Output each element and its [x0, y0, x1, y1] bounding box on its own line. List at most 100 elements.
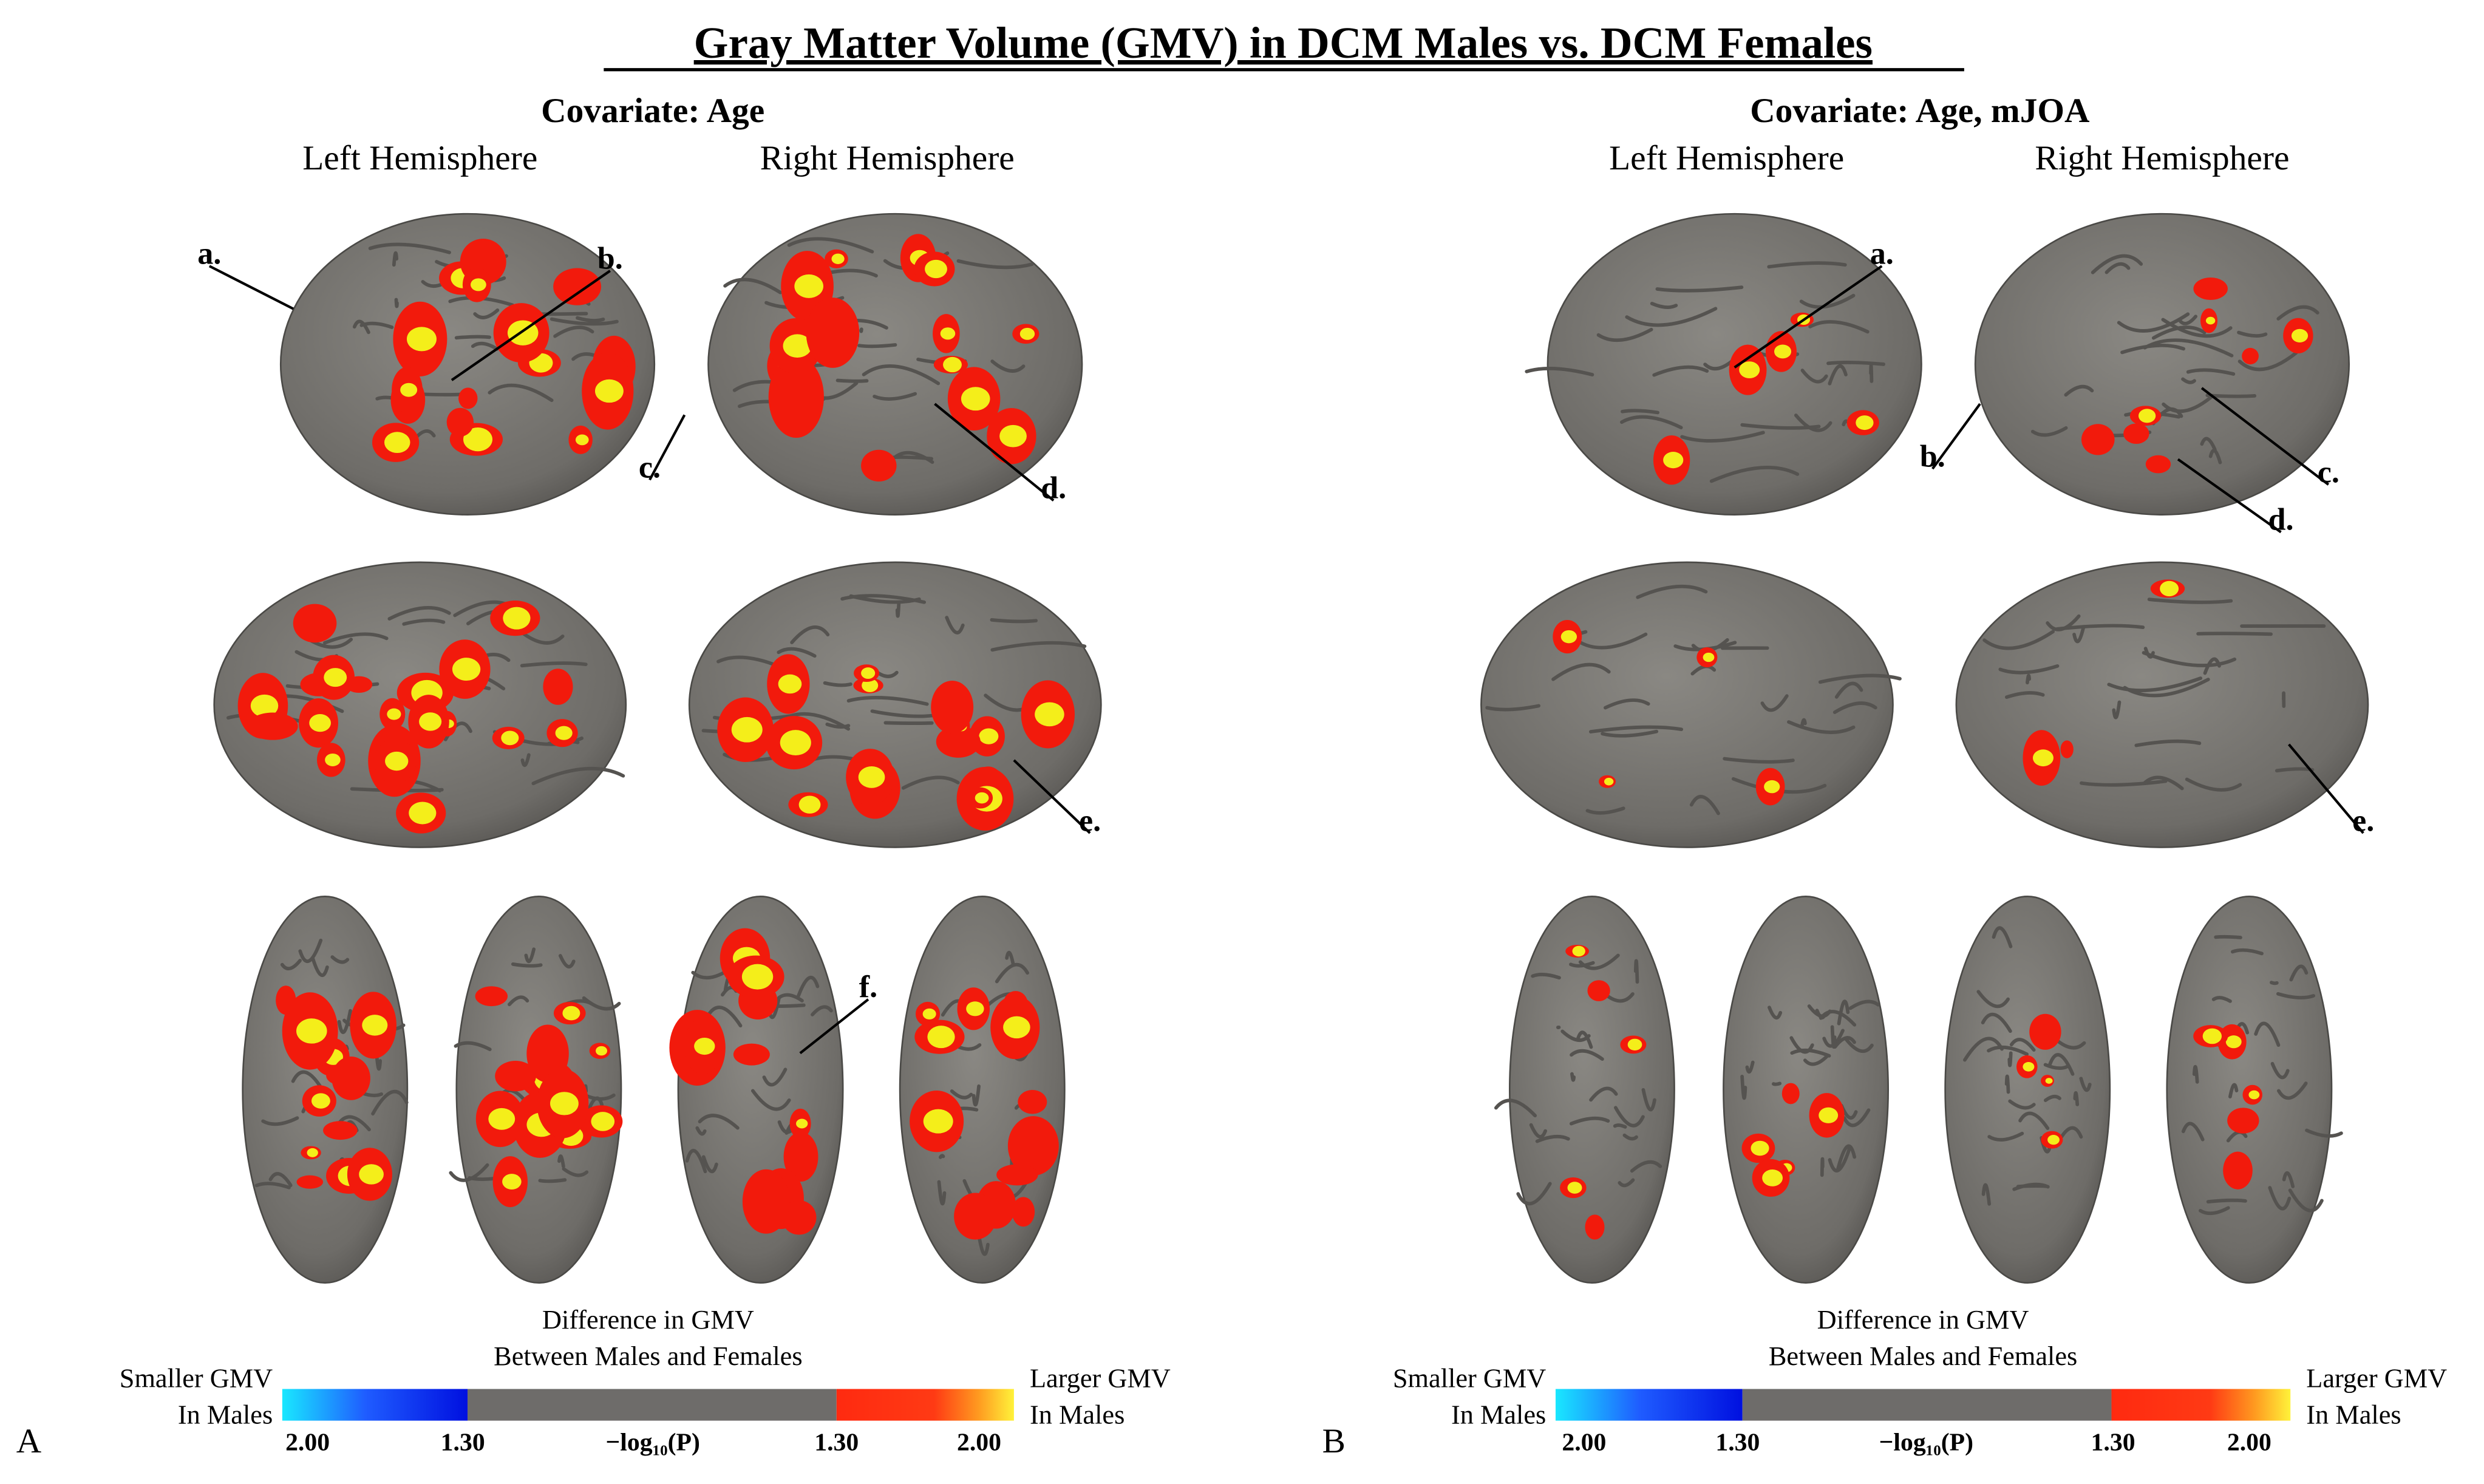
- sulcus: [2181, 1122, 2205, 1142]
- activation-yellow: [1739, 361, 1760, 379]
- sulcus: [2254, 1021, 2281, 1047]
- activation-yellow: [409, 802, 437, 825]
- sulcus: [846, 696, 929, 706]
- activation-yellow: [296, 1018, 327, 1044]
- sulcus: [835, 378, 869, 383]
- activation-yellow: [550, 1092, 579, 1115]
- cortex: [1974, 213, 2350, 516]
- activation-red: [742, 1169, 790, 1234]
- cortex: [1480, 561, 1894, 848]
- sulcus: [2161, 318, 2233, 338]
- sulcus: [1987, 1045, 2029, 1057]
- sulcus: [553, 325, 594, 338]
- activation-red: [293, 604, 337, 643]
- sulcus: [895, 602, 901, 618]
- activation-yellow: [387, 708, 401, 720]
- sulcus: [990, 618, 1038, 624]
- sulcus: [2048, 1053, 2075, 1076]
- activation-red: [781, 1200, 817, 1235]
- annotation-leader: [2288, 743, 2364, 834]
- sulcus: [323, 632, 389, 645]
- colorbar-tick-label: 1.30: [441, 1428, 485, 1456]
- activation-yellow: [1764, 780, 1780, 794]
- sulcus: [1516, 1182, 1552, 1206]
- activation-yellow: [1663, 452, 1684, 469]
- sulcus: [859, 327, 863, 333]
- brain-surface: [688, 561, 1102, 848]
- activation-red: [2193, 277, 2228, 300]
- sulcus: [2043, 1063, 2069, 1070]
- sulcus: [2009, 1038, 2036, 1052]
- sulcus: [2112, 700, 2122, 720]
- sulcus: [1551, 662, 1611, 681]
- sulcus: [1767, 261, 1847, 269]
- cortex: [1723, 896, 1890, 1284]
- activation-red: [475, 986, 508, 1007]
- brain-surface: [1723, 896, 1890, 1284]
- sulcus: [990, 641, 1087, 652]
- activation-yellow: [1572, 945, 1585, 957]
- activation-red: [996, 1164, 1038, 1186]
- sulcus: [2231, 948, 2264, 956]
- sulcus: [2211, 996, 2232, 1003]
- sulcus: [2276, 992, 2316, 999]
- brain-surface: [213, 561, 627, 848]
- activation-red: [332, 1056, 370, 1100]
- colorbar-tick-label: −log₁₀(P): [606, 1428, 700, 1456]
- sulcus: [1650, 302, 1678, 309]
- colorbar-right-label: In Males: [1030, 1400, 1125, 1430]
- sulcus: [1589, 1086, 1618, 1102]
- activation-red: [543, 669, 573, 705]
- sulcus: [1800, 369, 1828, 384]
- activation-red: [768, 356, 824, 438]
- sulcus: [2008, 1099, 2036, 1110]
- activation-yellow: [694, 1037, 715, 1055]
- annotation-leader: [208, 265, 294, 310]
- sulcus: [2177, 315, 2198, 325]
- colorbar-left-label: In Males: [178, 1400, 273, 1430]
- sulcus: [1709, 466, 1800, 483]
- colorbar-title: Between Males and Females: [1769, 1341, 2077, 1371]
- activation-yellow: [406, 327, 437, 352]
- activation-yellow: [419, 712, 442, 731]
- colorbar-right-label: Larger GMV: [2306, 1363, 2447, 1394]
- activation-red: [806, 298, 860, 368]
- sulcus: [2004, 691, 2045, 699]
- activation-yellow: [594, 379, 624, 403]
- sulcus: [2196, 631, 2273, 636]
- activation-yellow: [2160, 580, 2179, 597]
- sulcus: [2275, 767, 2315, 773]
- sulcus: [2107, 676, 2203, 692]
- activation-red: [296, 1175, 324, 1189]
- sulcus: [1834, 681, 1863, 699]
- sulcus: [1620, 415, 1683, 430]
- sulcus: [1585, 806, 1625, 815]
- colorbar-right-label: In Males: [2306, 1400, 2401, 1430]
- sulcus: [2214, 934, 2242, 939]
- sulcus: [1621, 409, 1660, 415]
- sulcus: [1613, 1123, 1627, 1129]
- activation-yellow: [2047, 1135, 2060, 1145]
- sulcus: [2268, 1186, 2292, 1211]
- sulcus: [1789, 1036, 1814, 1054]
- sulcus: [2185, 777, 2242, 792]
- activation-red: [276, 985, 296, 1015]
- sulcus: [1830, 1025, 1837, 1049]
- activation-yellow: [2225, 1035, 2242, 1049]
- sulcus: [371, 1089, 409, 1116]
- annotation-label: e.: [2352, 803, 2374, 838]
- cortex: [1955, 561, 2369, 848]
- annotation-label: e.: [1079, 803, 1101, 838]
- sulcus: [857, 343, 897, 349]
- sulcus: [2007, 1051, 2013, 1067]
- activation-yellow: [1567, 1182, 1582, 1194]
- colorbar-title: Difference in GMV: [1817, 1304, 2029, 1335]
- sulcus: [1531, 973, 1561, 980]
- brain-surface: [1974, 213, 2350, 516]
- sulcus: [1614, 1106, 1645, 1128]
- figure-title: Gray Matter Volume (GMV) in DCM Males vs…: [694, 18, 1873, 67]
- sulcus: [330, 955, 350, 964]
- sulcus: [2270, 1061, 2290, 1080]
- sulcus: [2237, 351, 2298, 372]
